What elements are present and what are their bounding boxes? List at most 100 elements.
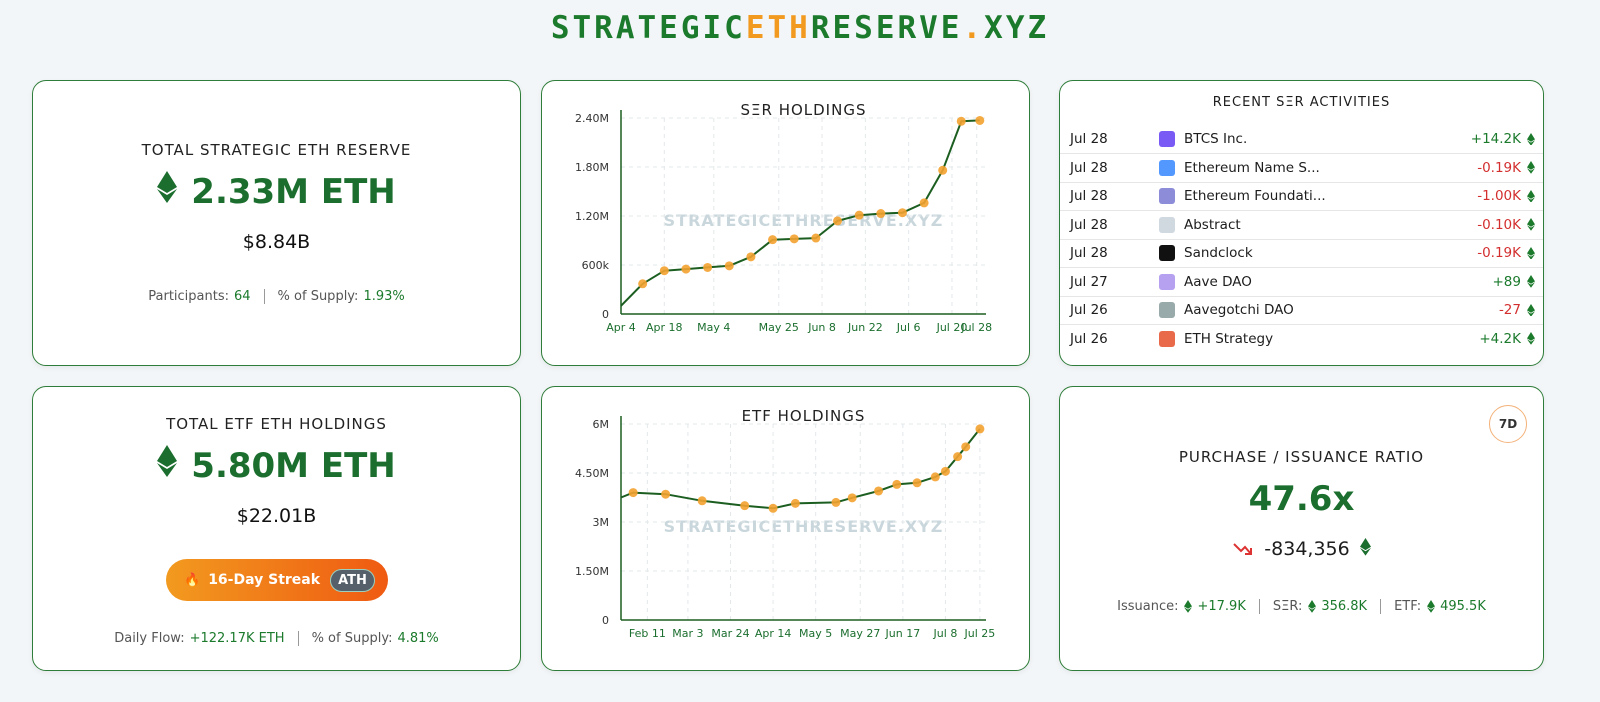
reserve-card: TOTAL STRATEGIC ETH RESERVE 2.33M ETH $8… (32, 80, 521, 366)
flame-icon: 🔥 (184, 572, 201, 588)
card-title: TOTAL STRATEGIC ETH RESERVE (141, 141, 412, 159)
name: Aavegotchi DAO (1184, 302, 1294, 318)
eth-icon (1184, 600, 1193, 613)
x-tick-label: Jun 22 (847, 321, 883, 334)
eth-icon (1527, 275, 1535, 288)
x-tick-label: Jul 25 (964, 627, 996, 640)
amount: +14.2K (1470, 131, 1521, 147)
stat-label: % of Supply: (277, 289, 359, 304)
date: Jul 28 (1070, 216, 1108, 233)
point (740, 501, 750, 511)
net-change: -834,356 (1060, 538, 1543, 561)
point (790, 498, 800, 508)
period-badge[interactable]: 7D (1489, 405, 1527, 443)
x-tick-label: Apr 14 (755, 627, 792, 640)
point (938, 165, 948, 175)
logo (1159, 245, 1175, 261)
eth-shape (1359, 538, 1371, 556)
name: Sandclock (1184, 245, 1253, 261)
stats: Daily Flow: +122.17K ETH % of Supply: 4.81% (33, 631, 520, 646)
name: Aave DAO (1184, 273, 1252, 290)
card-title: TOTAL ETF ETH HOLDINGS (166, 415, 387, 433)
point (697, 496, 707, 506)
logo (1159, 216, 1175, 233)
eth-icon (157, 445, 178, 486)
stat-value: 1.93% (363, 289, 405, 304)
date: Jul 28 (1070, 188, 1108, 204)
logo (1159, 159, 1175, 176)
point (956, 116, 966, 126)
eth-shape (1427, 600, 1436, 613)
eth-shape (157, 171, 178, 203)
activity-row: Jul 28 Ethereum Foundati... -1.00K (1060, 182, 1543, 211)
x-tick-label: Jul 6 (896, 321, 921, 334)
eth-shape (1527, 161, 1535, 174)
point (847, 493, 857, 503)
name: Ethereum Name S... (1184, 159, 1320, 176)
amount: +4.2K (1479, 330, 1521, 347)
chart: STRATEGICETHRESERVE.XYZ 0 1.50M 3M 4.50M 6M Fe… (575, 407, 996, 640)
point (930, 472, 940, 482)
eth-icon (1527, 189, 1535, 203)
x-tick-label: May 25 (759, 321, 799, 334)
watermark: STRATEGICETHRESERVE.XYZ (664, 517, 944, 536)
eth-shape (1527, 275, 1535, 288)
point (681, 264, 691, 274)
stat-label: Issuance: (1117, 599, 1179, 614)
usd-value: $22.01B (236, 505, 317, 527)
ratio-value: 47.6x (1248, 479, 1355, 519)
point (811, 233, 821, 243)
name: Abstract (1184, 216, 1241, 233)
eth-shape (1527, 303, 1535, 317)
point (876, 209, 886, 219)
amount: 5.80M ETH (33, 445, 520, 486)
y-tick-label: 0 (602, 614, 609, 627)
down-arrow (1233, 543, 1253, 556)
stat-label: Daily Flow: (114, 631, 185, 646)
etf-chart-card: STRATEGICETHRESERVE.XYZ 0 1.50M 3M 4.50M 6M Fe… (541, 386, 1030, 671)
eth-shape (157, 445, 178, 477)
separator (1258, 599, 1260, 614)
y-tick-label: 6M (593, 418, 610, 431)
name: Ethereum Foundati... (1184, 188, 1326, 204)
stat-value: 4.81% (397, 631, 439, 646)
activity-row: Jul 28 Sandclock -0.19K (1060, 239, 1543, 268)
stat-label: ETF: (1394, 599, 1422, 614)
x-tick-label: Apr 4 (606, 321, 636, 334)
streak-pill: 🔥 16-Day Streak ATH (166, 559, 388, 601)
eth-shape (1308, 600, 1317, 613)
eth-icon (1527, 132, 1535, 146)
activity-row: Jul 28 Abstract -0.10K (1060, 211, 1543, 240)
point (953, 452, 963, 462)
activity-row: Jul 28 BTCS Inc. +14.2K (1060, 125, 1543, 154)
x-tick-label: Jul 8 (933, 627, 958, 640)
activity-row: Jul 26 Aavegotchi DAO -27 (1060, 296, 1543, 325)
title-part: STRATEGIC (550, 10, 746, 46)
stat-value: 356.8K (1321, 599, 1368, 614)
chart: STRATEGICETHRESERVE.XYZ0600k1.20M1.80M2.… (575, 101, 992, 334)
separator (297, 631, 299, 646)
eth-shape (1184, 600, 1193, 613)
ser-chart-card: STRATEGICETHRESERVE.XYZ 0 600k 1.20M 1.80M 2.… (541, 80, 1030, 366)
point (724, 261, 734, 271)
point (768, 235, 778, 245)
x-tick-label: Jun 17 (885, 627, 921, 640)
ratio-card: 7D PURCHASE / ISSUANCE RATIO 47.6x -834,… (1059, 386, 1544, 671)
point (961, 442, 971, 452)
title-part: RESERVE (810, 10, 963, 46)
y-tick-label: 1.20M (575, 210, 609, 223)
x-tick-label: May 5 (799, 627, 832, 640)
amount: -0.10K (1477, 216, 1521, 233)
eth-icon (1427, 600, 1436, 613)
eth-shape (1527, 189, 1535, 203)
stat-value: +17.9K (1197, 599, 1246, 614)
eth-icon (157, 171, 178, 212)
eth-icon (1527, 161, 1535, 174)
x-tick-label: May 27 (840, 627, 880, 640)
point (638, 279, 648, 289)
card-title: RECENT SΞR ACTIVITIES (1212, 95, 1391, 110)
y-tick-label: 4.50M (575, 467, 609, 480)
point (661, 489, 671, 499)
stats: Issuance: +17.9K SΞR: 356.8K ETF: 495.5K (1060, 599, 1543, 614)
eth-icon (1359, 538, 1371, 561)
